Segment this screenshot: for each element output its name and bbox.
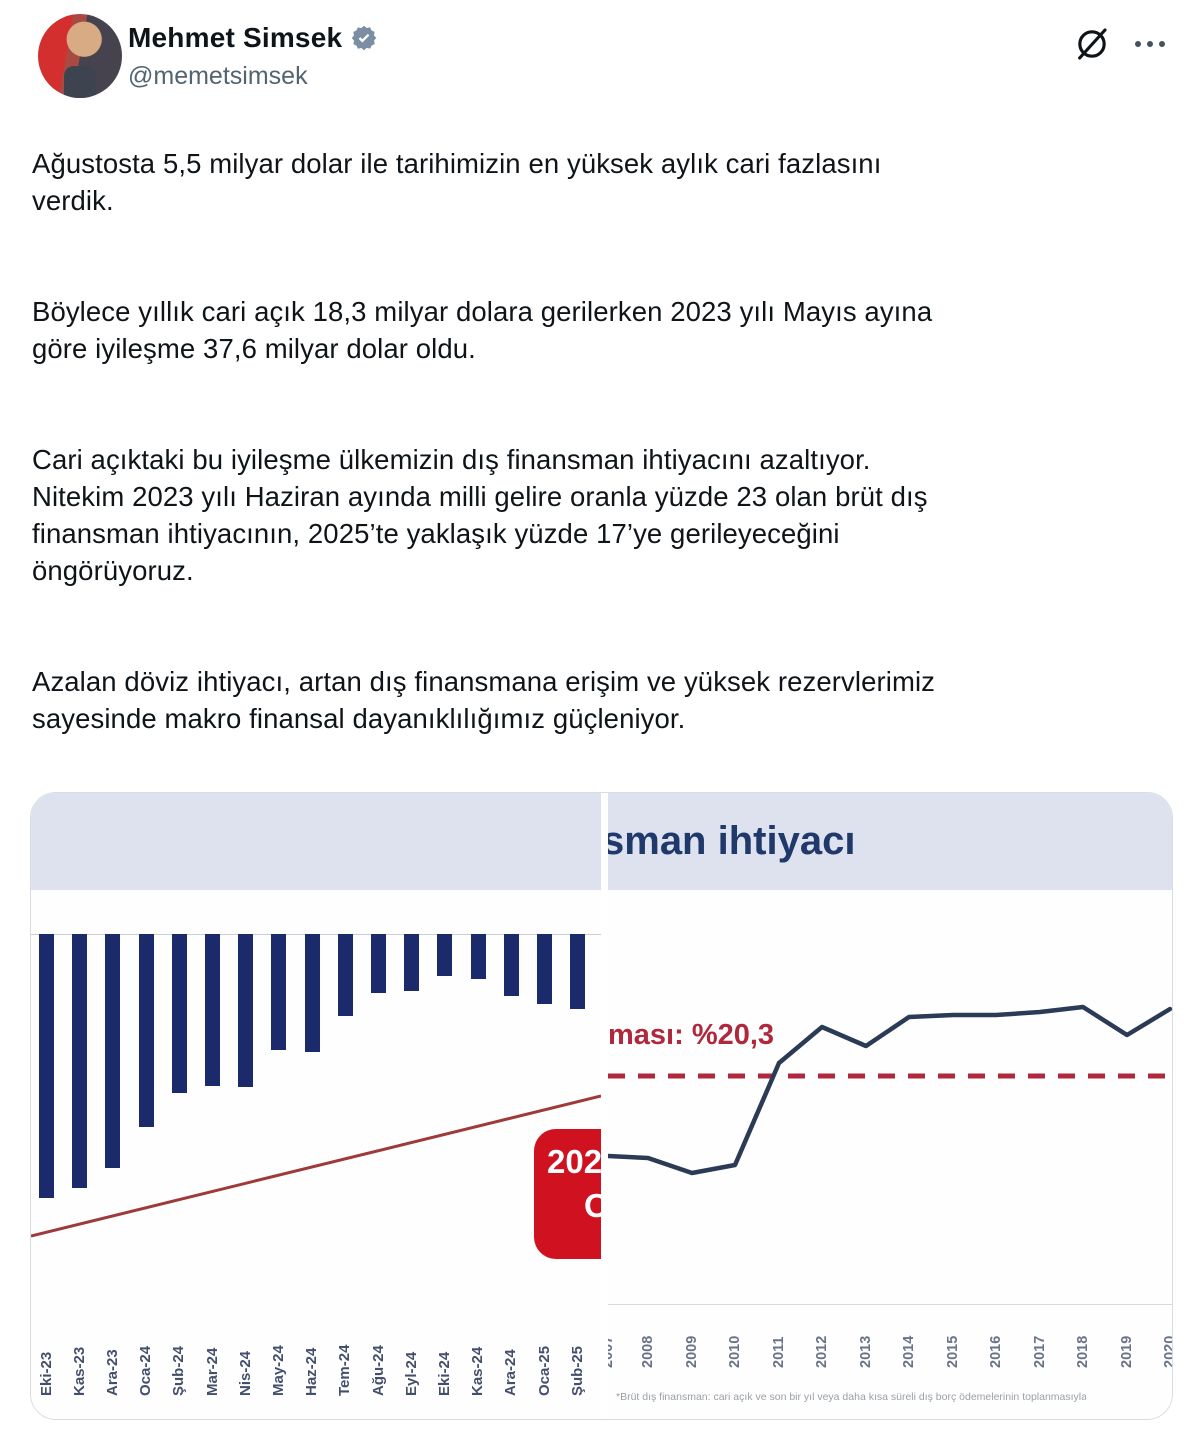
user-handle[interactable]: @memetsimsek: [128, 62, 308, 90]
financing-need-line: [608, 1004, 1172, 1176]
deficit-bar: [537, 934, 552, 1004]
year-tick-label: 2012: [814, 1335, 830, 1368]
x-tick-label: Mar-24: [203, 1347, 221, 1396]
year-tick-label: 2011: [771, 1336, 787, 1368]
tweet-text: Ağustosta 5,5 milyar dolar ile tarihimiz…: [32, 145, 1172, 811]
right-chart-panel: sman ihtiyacı ması: %20,3 2007 2008 2009 20…: [608, 793, 1173, 1419]
year-tick-label: 2010: [727, 1335, 743, 1368]
display-name[interactable]: Mehmet Simsek: [128, 22, 343, 53]
year-tick-label: 2020: [1162, 1335, 1173, 1368]
x-tick-label: Ara-24: [502, 1349, 520, 1396]
year-tick-label: 2014: [901, 1335, 917, 1368]
year-tick-label: 2009: [684, 1335, 700, 1368]
left-chart-header-band: [31, 793, 601, 890]
grok-icon: [1072, 24, 1112, 64]
dot-icon: [1135, 41, 1141, 47]
year-tick-label: 2017: [1032, 1335, 1048, 1368]
x-tick-label: Kas-23: [70, 1346, 88, 1396]
line-chart-layer: [608, 1004, 1172, 1176]
deficit-bar: [371, 934, 386, 993]
tweet-media-image[interactable]: Eki-23 Kas-23 Ara-23 Oca-24 Şub-24 Mar-24 Nis-…: [30, 792, 1173, 1420]
deficit-bar: [437, 934, 453, 976]
x-tick-label: Eyl-24: [402, 1351, 420, 1396]
verified-badge-icon: [350, 24, 378, 52]
right-chart-title: sman ihtiyacı: [608, 819, 856, 863]
grok-button[interactable]: [1070, 22, 1114, 66]
year-tick-label: 2019: [1119, 1335, 1135, 1368]
tweet-paragraph: Ağustosta 5,5 milyar dolar ile tarihimiz…: [32, 148, 882, 216]
x-tick-label: Oca-25: [535, 1345, 553, 1396]
callout-2025-box: 2025 O: [534, 1129, 601, 1259]
red-trendline: [31, 1094, 601, 1238]
right-chart-header-band: sman ihtiyacı: [608, 793, 1172, 890]
x-tick-label: Eki-23: [37, 1351, 55, 1396]
right-x-axis-line: [608, 1304, 1172, 1305]
deficit-bar: [238, 934, 254, 1087]
tweet-paragraph: Azalan döviz ihtiyacı, artan dış finansm…: [32, 666, 936, 734]
x-tick-label: Şub-25: [568, 1345, 586, 1396]
year-tick-label: 2015: [945, 1335, 961, 1368]
trendline-layer: [31, 1094, 601, 1238]
deficit-bar: [72, 934, 88, 1188]
deficit-bar: [205, 934, 220, 1086]
x-tick-label: Ağu-24: [369, 1345, 387, 1396]
x-tick-label: Ara-23: [103, 1349, 121, 1396]
deficit-bar: [271, 934, 287, 1050]
reference-line-label: ması: %20,3: [608, 1019, 775, 1051]
year-tick-label: 2018: [1075, 1335, 1091, 1368]
deficit-bar: [304, 934, 320, 1052]
deficit-bar: [503, 934, 519, 996]
deficit-bar: [171, 934, 187, 1093]
left-chart-panel: Eki-23 Kas-23 Ara-23 Oca-24 Şub-24 Mar-24 Nis-…: [31, 793, 601, 1419]
year-tick-label: 2007: [608, 1335, 616, 1368]
year-tick-label: 2013: [858, 1335, 874, 1368]
deficit-bar: [39, 934, 54, 1198]
x-tick-label: Eki-24: [435, 1351, 453, 1396]
deficit-bar: [570, 934, 586, 1009]
dot-icon: [1147, 41, 1153, 47]
callout-line2: O: [584, 1187, 601, 1225]
x-tick-label: Nis-24: [236, 1350, 254, 1396]
tweet-paragraph: Cari açıktaki bu iyileşme ülkemizin dış …: [32, 444, 928, 586]
x-tick-label: Oca-24: [137, 1345, 155, 1396]
deficit-bar: [337, 934, 353, 1016]
x-tick-label: Haz-24: [303, 1347, 321, 1396]
x-tick-label: May-24: [269, 1345, 287, 1396]
dot-icon: [1159, 41, 1165, 47]
callout-line1: 2025: [547, 1143, 601, 1180]
year-tick-label: 2008: [640, 1335, 656, 1368]
deficit-bar: [138, 934, 154, 1127]
deficit-bar: [105, 934, 121, 1168]
deficit-bar: [404, 934, 420, 991]
year-tick-label: 2016: [988, 1335, 1004, 1368]
deficit-bar: [470, 934, 486, 979]
x-tick-label: Tem-24: [336, 1344, 354, 1396]
chart-footnote: *Brüt dış finansman: cari açık ve son bi…: [616, 1391, 1086, 1403]
x-tick-label: Şub-24: [170, 1345, 188, 1396]
x-tick-label: Kas-24: [469, 1346, 487, 1396]
tweet-paragraph: Böylece yıllık cari açık 18,3 milyar dol…: [32, 296, 933, 364]
avatar[interactable]: [38, 14, 122, 98]
more-menu-button[interactable]: [1124, 26, 1176, 62]
